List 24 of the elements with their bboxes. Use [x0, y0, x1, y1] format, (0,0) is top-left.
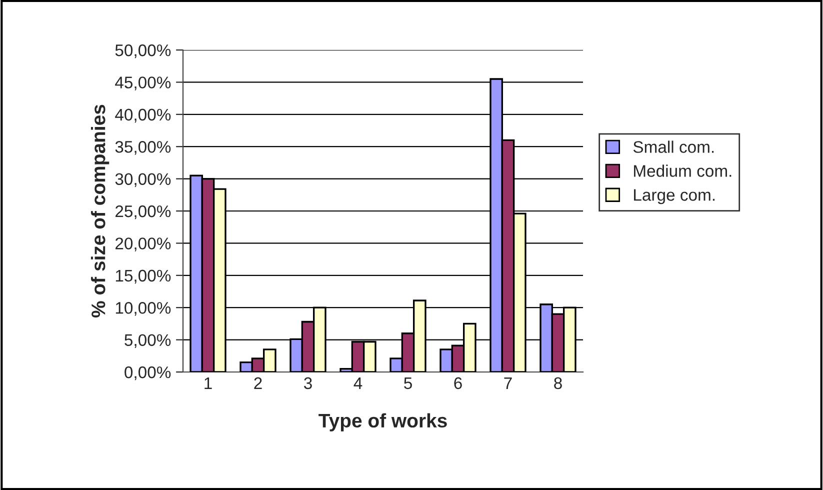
legend-label: Medium com. [634, 164, 732, 177]
legend-label: Small com. [633, 140, 714, 153]
x-tick-label: 6 [454, 377, 462, 390]
y-tick-label: 20,00% [116, 238, 171, 252]
y-tick-label: 35,00% [115, 141, 171, 155]
x-tick-label: 1 [204, 377, 212, 389]
x-tick-label: 3 [304, 377, 312, 390]
x-tick-label: 8 [554, 377, 562, 390]
y-tick-label: 30,00% [115, 173, 171, 187]
y-axis-title: % of size of companies [90, 104, 110, 318]
y-tick-label: 15,00% [116, 270, 171, 284]
x-axis-title: Type of works [318, 413, 447, 432]
y-tick-label: 10,00% [116, 302, 171, 316]
y-tick-label: 45,00% [115, 76, 171, 90]
x-tick-label: 2 [254, 377, 262, 389]
x-tick-label: 7 [504, 377, 512, 389]
x-tick-label: 5 [404, 377, 412, 390]
y-tick-label: 0,00% [124, 366, 171, 380]
y-tick-label: 5,00% [124, 334, 171, 348]
y-tick-label: 40,00% [115, 108, 171, 123]
y-tick-label: 25,00% [116, 205, 171, 220]
x-tick-label: 4 [354, 377, 362, 389]
legend-label: Large com. [634, 189, 715, 204]
y-tick-label: 50,00% [115, 44, 171, 58]
